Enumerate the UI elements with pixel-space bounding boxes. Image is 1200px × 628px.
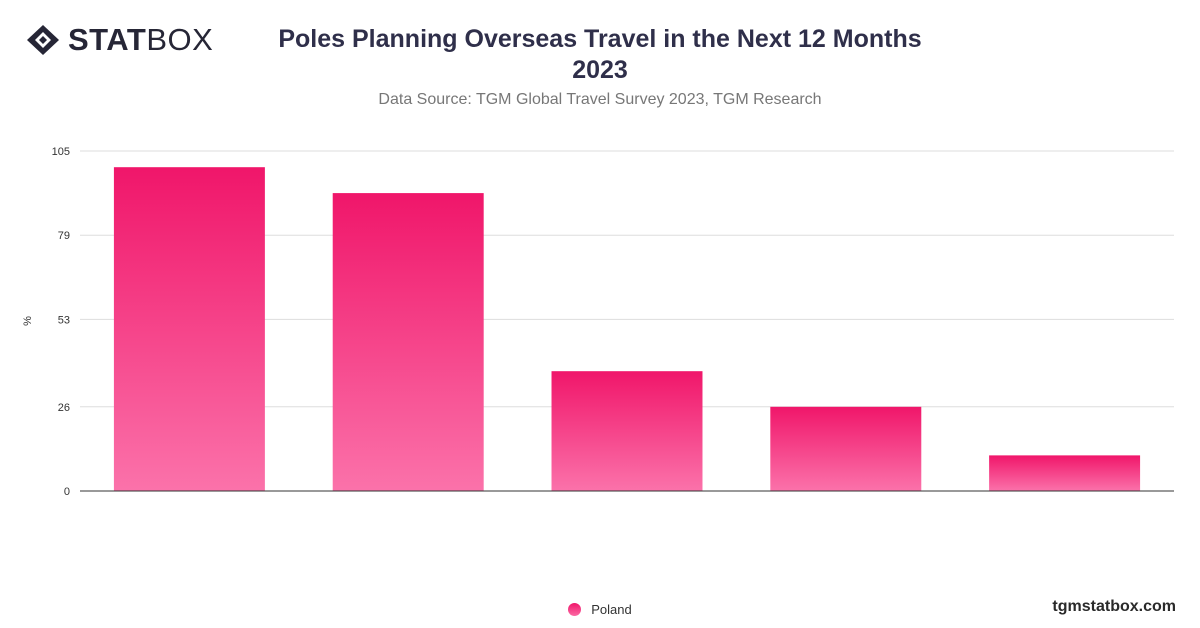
bar[interactable] xyxy=(989,455,1141,491)
y-tick-label: 105 xyxy=(52,146,70,158)
chart-title-line1: Poles Planning Overseas Travel in the Ne… xyxy=(278,25,922,53)
chart-title: Poles Planning Overseas Travel in the Ne… xyxy=(0,24,1200,86)
bar[interactable] xyxy=(113,167,265,491)
statbox-logo-icon xyxy=(27,25,59,55)
logo-text-light: BOX xyxy=(146,22,214,57)
chart-legend[interactable]: Poland xyxy=(0,602,1200,617)
legend-label: Poland xyxy=(591,602,632,617)
bar[interactable] xyxy=(770,406,922,491)
logo-text: STATBOX xyxy=(68,24,213,56)
chart-subtitle: Data Source: TGM Global Travel Survey 20… xyxy=(378,91,822,108)
logo-text-bold: STAT xyxy=(68,22,147,57)
bar[interactable] xyxy=(551,371,703,491)
chart-title-line2: 2023 xyxy=(572,56,628,84)
statbox-logo: STATBOX xyxy=(26,24,213,56)
watermark: tgmstatbox.com xyxy=(1052,598,1176,615)
y-axis-label: % xyxy=(22,316,34,326)
y-tick-label: 0 xyxy=(64,486,70,498)
y-tick-label: 79 xyxy=(58,230,70,242)
bar[interactable] xyxy=(332,193,484,491)
y-tick-label: 53 xyxy=(58,314,70,326)
legend-swatch-icon xyxy=(568,603,582,616)
y-tick-label: 26 xyxy=(58,402,70,414)
